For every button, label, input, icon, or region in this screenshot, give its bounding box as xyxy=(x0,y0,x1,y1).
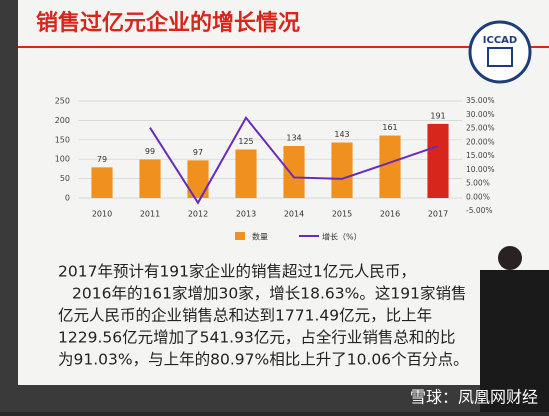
x-tick-label: 2015 xyxy=(332,210,352,219)
y2-tick-label: -5.00% xyxy=(466,206,493,215)
value-label: 79 xyxy=(97,155,107,164)
bar xyxy=(331,142,353,198)
y-tick-label: 250 xyxy=(55,97,70,106)
bar xyxy=(235,149,257,198)
value-label: 97 xyxy=(193,148,203,157)
watermark: 雪球：凤凰网财经 xyxy=(410,388,538,407)
paragraph-line: 为91.03%，与上年的80.97%相比上升了10.06个百分点。 xyxy=(58,351,469,369)
y-tick-label: 0 xyxy=(65,194,70,203)
bar xyxy=(427,123,449,198)
slide-title: 销售过亿元企业的增长情况 xyxy=(36,10,300,36)
bar xyxy=(139,159,161,198)
x-tick-label: 2013 xyxy=(236,210,256,219)
growth-line xyxy=(149,115,439,205)
paragraph-line: 1229.56亿元增加了541.93亿元，占全行业销售总和的比 xyxy=(58,329,455,347)
y2-tick-label: 25.00% xyxy=(466,124,495,133)
value-label: 191 xyxy=(430,111,445,120)
x-tick-label: 2012 xyxy=(188,210,208,219)
bar xyxy=(379,135,401,198)
x-tick-label: 2017 xyxy=(428,210,448,219)
logo-text: ICCAD xyxy=(483,35,517,46)
y-tick-label: 50 xyxy=(60,174,70,183)
value-label: 143 xyxy=(334,130,349,139)
paragraph-line: 2017年预计有191家企业的销售超过1亿元人民币， xyxy=(58,263,416,281)
x-tick-label: 2010 xyxy=(92,210,112,219)
y-tick-label: 150 xyxy=(55,135,70,144)
y2-tick-label: 5.00% xyxy=(466,179,490,188)
x-tick-label: 2011 xyxy=(140,210,160,219)
y-tick-label: 100 xyxy=(55,155,70,164)
value-label: 134 xyxy=(286,134,301,143)
bar xyxy=(91,167,113,198)
title-rule xyxy=(18,46,549,48)
speaker xyxy=(480,270,549,412)
speaker-head xyxy=(498,246,522,270)
y2-tick-label: 15.00% xyxy=(466,151,495,160)
y-tick-label: 200 xyxy=(55,116,70,125)
logo xyxy=(468,20,532,84)
legend-label: 增长（%） xyxy=(322,232,362,242)
value-label: 125 xyxy=(238,137,253,146)
paragraph: 2017年预计有191家企业的销售超过1亿元人民币， 2016年的161家增加30… xyxy=(58,263,469,369)
logo-grid xyxy=(487,47,513,67)
y2-tick-label: 20.00% xyxy=(466,137,495,146)
bar xyxy=(283,146,305,198)
x-tick-label: 2014 xyxy=(284,210,304,219)
y2-tick-label: 30.00% xyxy=(466,110,495,119)
legend-label: 数量 xyxy=(252,232,268,242)
bar xyxy=(187,160,209,198)
legend-swatch xyxy=(235,232,245,240)
paragraph-line: 亿元人民币的企业销售总和达到1771.49亿元，比上年 xyxy=(58,307,432,325)
value-label: 161 xyxy=(382,123,397,132)
chart: 0 50 100 150 200 250 -5.00% 0.00% 5.00% 10.00% 15.… xyxy=(55,96,495,242)
y2-tick-label: 35.00% xyxy=(466,96,495,105)
y2-tick-label: 10.00% xyxy=(466,165,495,174)
x-tick-label: 2016 xyxy=(380,210,400,219)
y2-tick-label: 0.00% xyxy=(466,192,490,201)
value-label: 99 xyxy=(145,147,155,156)
paragraph-line: 2016年的161家增加30家，增长18.63%。这191家销售 xyxy=(72,285,466,303)
